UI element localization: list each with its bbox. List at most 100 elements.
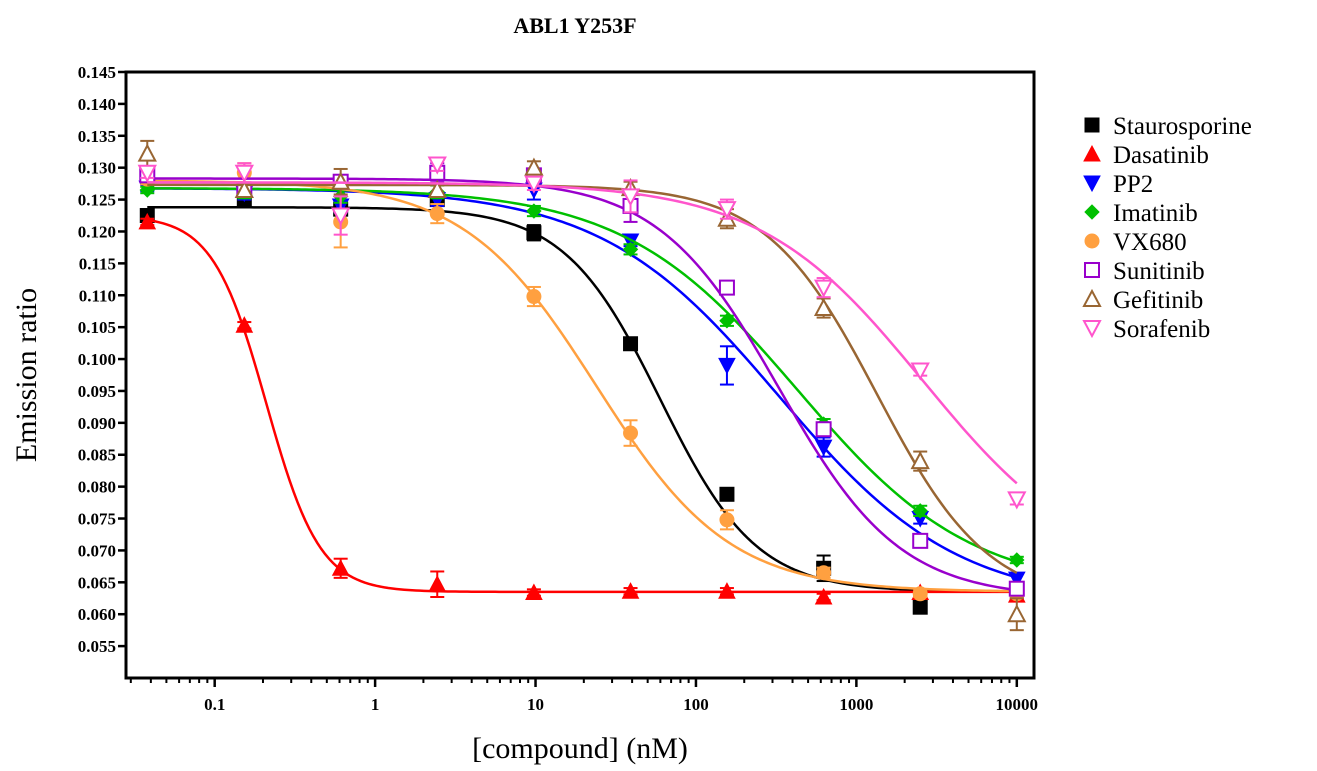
data-point [524,175,544,194]
data-point [137,164,157,183]
legend-label: VX680 [1113,229,1187,256]
y-tick-label: 0.125 [78,191,116,210]
data-point [331,559,350,576]
data-point [719,313,735,329]
data-point [719,486,735,502]
data-point [815,421,832,438]
legend-marker [1084,204,1100,220]
fit-curve [147,181,1018,485]
y-tick-label: 0.090 [78,414,116,433]
data-point [1007,491,1027,510]
data-point [814,439,833,457]
data-point [623,336,639,352]
data-point [427,179,447,199]
y-tick-label: 0.095 [78,382,116,401]
data-point [910,362,930,381]
data-point [1009,552,1025,568]
data-point [234,164,254,183]
fit-curve [147,187,1018,563]
series-gefitinib [137,139,1027,632]
data-point [912,599,928,615]
series-dasatinib [138,212,1026,605]
x-tick-label: 1 [371,695,380,714]
fit-curve [147,183,1018,574]
legend-item-sunitinib: Sunitinib [1084,258,1205,285]
legend-label: Dasatinib [1113,142,1209,169]
legend-label: Imatinib [1113,200,1198,227]
y-tick-label: 0.070 [78,541,116,560]
data-point [912,586,928,602]
plot-frame [124,70,1036,680]
legend: StaurosporineDasatinibPP2ImatinibVX680Su… [1082,113,1252,343]
data-point [620,188,641,207]
y-tick-label: 0.065 [78,573,116,592]
data-point [525,583,543,601]
y-tick-label: 0.145 [78,63,116,82]
legend-item-staurosporine: Staurosporine [1084,113,1252,140]
fit-curve [147,177,1017,592]
data-point [814,587,833,605]
data-point [719,512,735,528]
data-point [910,450,930,470]
fit-curve [147,187,1018,579]
data-point [428,575,447,592]
series-imatinib [139,182,1025,568]
x-tick-label: 1000 [839,695,873,714]
data-point [526,203,542,219]
fit-curve [147,218,1017,594]
y-tick-label: 0.055 [78,637,116,656]
data-point [139,182,155,198]
axes: 0.055 0.060 0.065 0.070 0.075 0.080 0.085 0.090… [78,63,1038,714]
y-tick-label: 0.100 [78,350,116,369]
x-tick-label: 10 [527,695,544,714]
data-point [621,582,640,599]
data-point [429,206,445,222]
data-point [813,279,834,298]
legend-item-vx680: VX680 [1084,229,1187,256]
data-point [1007,604,1027,623]
legend-item-gefitinib: Gefitinib [1082,287,1203,314]
legend-marker [1082,320,1102,339]
data-point [331,207,351,226]
legend-marker [1084,262,1100,278]
y-tick-label: 0.060 [78,605,116,624]
data-point [813,297,834,317]
data-point [622,241,639,258]
x-tick-label: 0.1 [204,695,225,714]
y-tick-label: 0.115 [79,254,116,273]
legend-label: Gefitinib [1113,287,1203,314]
y-tick-label: 0.140 [78,95,116,114]
data-point [235,316,254,333]
data-point [524,157,544,176]
data-point [718,582,736,599]
data-point [623,425,639,441]
fit-curve [147,205,1017,593]
series-pp2 [138,179,1026,589]
series-staurosporine [139,192,1025,615]
x-tick-label: 10000 [996,695,1039,714]
legend-marker [1083,175,1101,193]
data-point [526,225,542,241]
data-point [718,357,736,375]
legend-label: Sorafenib [1113,316,1210,343]
data-point [137,143,157,162]
legend-label: Sunitinib [1113,258,1205,285]
legend-item-dasatinib: Dasatinib [1083,142,1209,169]
data-point [717,201,737,220]
legend-label: PP2 [1113,171,1153,198]
y-tick-label: 0.130 [78,159,116,178]
data-point [912,532,929,549]
legend-item-imatinib: Imatinib [1084,200,1198,227]
chart-title: ABL1 Y253F [513,13,636,38]
y-tick-label: 0.085 [78,446,116,465]
legend-marker [1083,144,1101,162]
data-point [526,289,542,305]
y-axis-label: Emission ratio [10,288,43,462]
x-axis-label: [compound] (nM) [472,732,688,765]
legend-marker [1084,233,1100,249]
data-point [816,565,832,581]
y-tick-label: 0.135 [78,127,116,146]
legend-label: Staurosporine [1113,113,1252,140]
legend-marker [1084,117,1100,133]
fit-curve [147,179,1017,593]
